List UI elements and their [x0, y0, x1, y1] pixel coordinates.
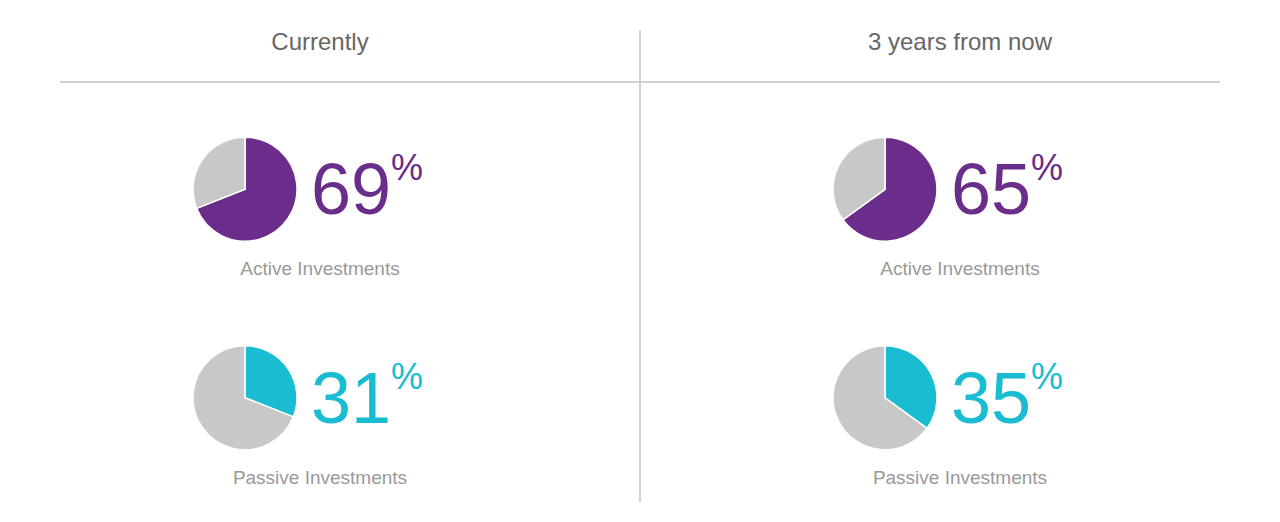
value-label: 69% — [311, 147, 423, 230]
value-label: 65% — [951, 147, 1063, 230]
pie-slice — [833, 346, 927, 450]
column-title: Currently — [271, 28, 368, 55]
pie-slice — [193, 137, 245, 208]
column-title: 3 years from now — [868, 28, 1053, 55]
value-label: 35% — [951, 355, 1063, 438]
canvas: Currently 69% Active Investments 31% Passive… — [0, 0, 1280, 522]
series-label: Passive Investments — [873, 467, 1047, 488]
pie-slice — [193, 346, 293, 450]
value-label: 31% — [311, 355, 423, 438]
series-label: Active Investments — [880, 258, 1039, 279]
series-label: Passive Investments — [233, 467, 407, 488]
pie — [193, 137, 297, 241]
pie — [833, 137, 937, 241]
pie — [193, 346, 297, 450]
pie — [833, 346, 937, 450]
column-divider — [639, 30, 641, 502]
series-label: Active Investments — [240, 258, 399, 279]
pie-slice — [833, 137, 885, 220]
